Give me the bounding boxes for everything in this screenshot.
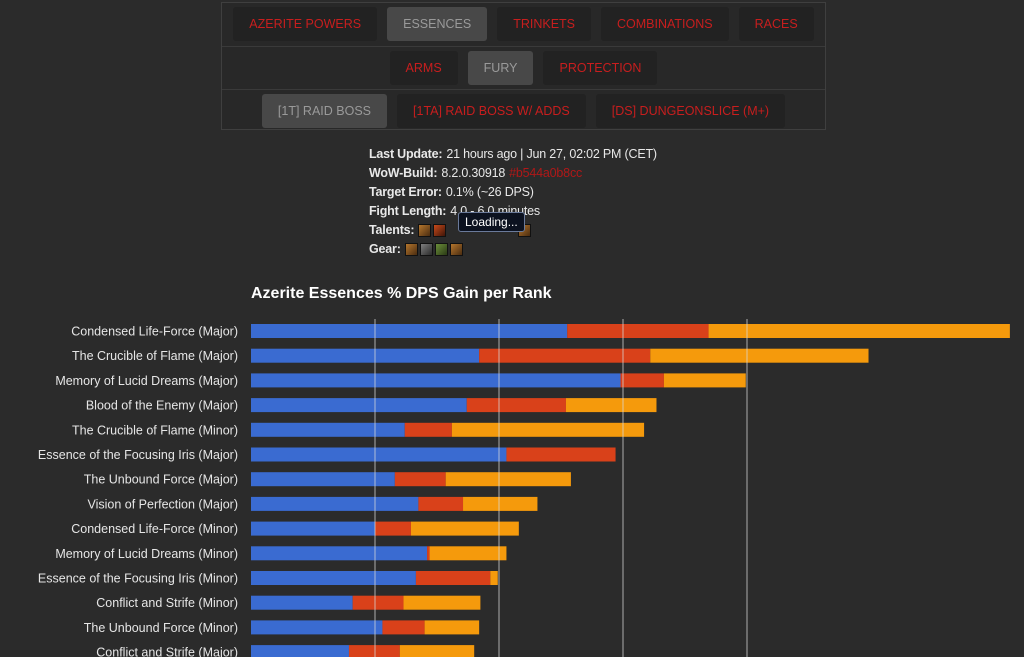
- category-label: Conflict and Strife (Major): [96, 646, 238, 657]
- bar-segment-rank2[interactable]: [394, 472, 446, 487]
- bar-segment-rank2[interactable]: [506, 447, 616, 462]
- bar-segment-rank1[interactable]: [251, 571, 416, 585]
- talent-icon[interactable]: [418, 224, 432, 237]
- last-update-row: Last Update: 21 hours ago | Jun 27, 02:0…: [369, 145, 657, 164]
- bar-segment-rank3[interactable]: [663, 373, 746, 388]
- tab-combinations[interactable]: COMBINATIONS: [601, 7, 729, 41]
- tab-raid-boss-adds[interactable]: [1TA] RAID BOSS W/ ADDS: [397, 93, 586, 128]
- category-label: The Crucible of Flame (Major): [72, 349, 238, 363]
- tab-essences[interactable]: ESSENCES: [387, 7, 488, 41]
- category-label: The Crucible of Flame (Minor): [72, 423, 238, 437]
- tab-azerite-powers[interactable]: AZERITE POWERS: [233, 7, 378, 41]
- gear-item-icon[interactable]: [419, 243, 433, 256]
- last-update-label: Last Update:: [369, 147, 443, 161]
- category-label: The Unbound Force (Minor): [84, 621, 238, 635]
- tab-raid-boss[interactable]: [1T] RAID BOSS: [261, 93, 388, 128]
- bar-segment-rank1[interactable]: [251, 546, 428, 561]
- talents-label: Talents:: [369, 223, 415, 237]
- bar-segment-rank1[interactable]: [251, 521, 375, 536]
- bar-segment-rank2[interactable]: [404, 422, 452, 437]
- bar-segment-rank1[interactable]: [251, 620, 383, 635]
- bar-segment-rank2[interactable]: [415, 571, 491, 585]
- bar-segment-rank1[interactable]: [251, 496, 419, 511]
- bar-segment-rank2[interactable]: [479, 348, 651, 363]
- bar-segment-rank3[interactable]: [410, 521, 519, 536]
- bar-segment-rank2[interactable]: [375, 521, 411, 536]
- fight-length-label: Fight Length:: [369, 204, 447, 218]
- bar-segment-rank3[interactable]: [403, 595, 481, 610]
- gear-item-icon[interactable]: [434, 243, 448, 256]
- category-label: Vision of Perfection (Major): [87, 497, 238, 511]
- bar-segment-rank1[interactable]: [251, 324, 568, 338]
- tab-arms[interactable]: ARMS: [389, 50, 458, 85]
- tab-fury[interactable]: FURY: [467, 50, 534, 85]
- nav-row-spec: ARMS FURY PROTECTION: [222, 46, 825, 88]
- build-label: WoW-Build:: [369, 166, 438, 180]
- build-commit-link[interactable]: #b544a0b8cc: [509, 166, 583, 180]
- gear-label: Gear:: [369, 242, 401, 256]
- last-update-value: 21 hours ago | Jun 27, 02:02 PM (CET): [446, 147, 657, 161]
- bar-segment-rank1[interactable]: [251, 348, 480, 363]
- nav-row-fight-style: [1T] RAID BOSS [1TA] RAID BOSS W/ ADDS […: [222, 89, 825, 131]
- bar-segment-rank3[interactable]: [463, 496, 538, 511]
- build-value: 8.2.0.30918: [441, 166, 506, 180]
- build-row: WoW-Build: 8.2.0.30918 #b544a0b8cc: [369, 164, 657, 183]
- bar-segment-rank1[interactable]: [251, 645, 349, 657]
- bar-segment-rank2[interactable]: [567, 324, 709, 338]
- dps-gain-chart: Condensed Life-Force (Major) The Crucible…: [38, 319, 1010, 657]
- bar-segment-rank2[interactable]: [466, 398, 566, 413]
- category-label: Conflict and Strife (Minor): [96, 596, 238, 610]
- nav-panel: AZERITE POWERS ESSENCES TRINKETS COMBINA…: [221, 2, 826, 130]
- tab-trinkets[interactable]: TRINKETS: [497, 7, 592, 41]
- bar-segment-rank1[interactable]: [251, 595, 353, 610]
- bar-segment-rank2[interactable]: [620, 373, 664, 388]
- tab-dungeonslice[interactable]: [DS] DUNGEONSLICE (M+): [595, 93, 786, 128]
- nav-row-category: AZERITE POWERS ESSENCES TRINKETS COMBINA…: [222, 3, 825, 45]
- category-label: Memory of Lucid Dreams (Major): [55, 374, 238, 388]
- chart-title: Azerite Essences % DPS Gain per Rank: [251, 285, 552, 302]
- tab-protection[interactable]: PROTECTION: [543, 50, 658, 85]
- bar-segment-rank3[interactable]: [445, 472, 571, 487]
- sim-info: Last Update: 21 hours ago | Jun 27, 02:0…: [369, 145, 657, 259]
- gear-item-icon[interactable]: [404, 243, 418, 256]
- tab-races[interactable]: RACES: [738, 7, 814, 41]
- bar-segment-rank3[interactable]: [708, 324, 1010, 338]
- bar-segment-rank3[interactable]: [650, 348, 869, 363]
- category-label: Memory of Lucid Dreams (Minor): [55, 547, 238, 561]
- category-label: Condensed Life-Force (Major): [71, 325, 238, 339]
- bar-segment-rank2[interactable]: [382, 620, 425, 635]
- bar-segment-rank2[interactable]: [352, 595, 404, 610]
- bar-segment-rank3[interactable]: [451, 422, 645, 437]
- target-error-value: 0.1% (~26 DPS): [445, 185, 534, 199]
- bar-segment-rank2[interactable]: [348, 645, 400, 657]
- loading-tooltip: Loading...: [458, 212, 525, 232]
- gear-row: Gear:: [369, 240, 657, 259]
- bar-segment-rank3[interactable]: [490, 571, 498, 585]
- bar-segment-rank3[interactable]: [424, 620, 480, 635]
- target-error-label: Target Error:: [369, 185, 442, 199]
- bar-segment-rank2[interactable]: [418, 496, 464, 511]
- category-label: Condensed Life-Force (Minor): [71, 522, 238, 536]
- gear-item-icon[interactable]: [449, 243, 463, 256]
- bar-segment-rank1[interactable]: [251, 398, 467, 413]
- bar-segment-rank1[interactable]: [251, 373, 621, 388]
- category-label: Blood of the Enemy (Major): [86, 399, 238, 413]
- bar-segment-rank3[interactable]: [399, 645, 475, 657]
- bar-segment-rank1[interactable]: [251, 447, 507, 462]
- bar-segment-rank3[interactable]: [429, 546, 507, 561]
- category-label: The Unbound Force (Major): [84, 473, 238, 487]
- category-label: Essence of the Focusing Iris (Major): [38, 448, 238, 462]
- target-error-row: Target Error: 0.1% (~26 DPS): [369, 183, 657, 202]
- talent-icon[interactable]: [433, 224, 447, 237]
- category-label: Essence of the Focusing Iris (Minor): [38, 572, 238, 586]
- bar-segment-rank3[interactable]: [565, 398, 657, 413]
- bar-segment-rank1[interactable]: [251, 422, 405, 437]
- bar-segment-rank1[interactable]: [251, 472, 395, 487]
- bar-segment-rank2[interactable]: [427, 546, 430, 561]
